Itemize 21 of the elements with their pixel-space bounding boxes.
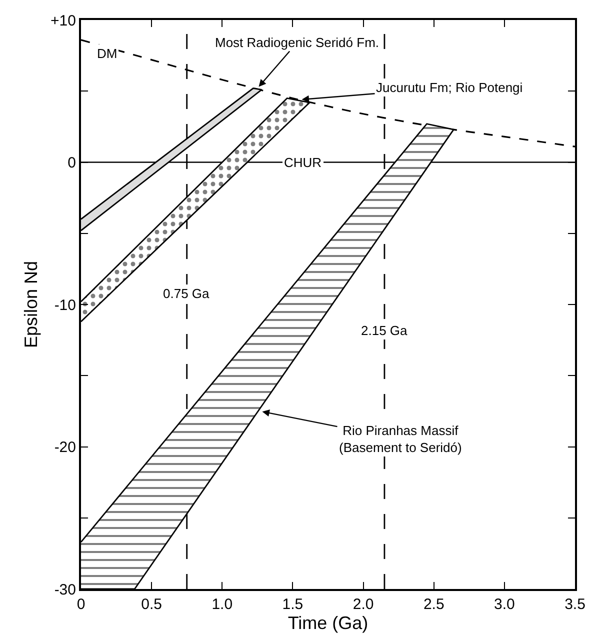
x-tick-label: 0.5 <box>141 596 162 613</box>
y-tick-label: -20 <box>54 439 76 456</box>
x-axis-title: Time (Ga) <box>288 613 368 633</box>
ref-line-label: 0.75 Ga <box>163 286 210 301</box>
annotation: Jucurutu Fm; Rio Potengi <box>376 80 523 95</box>
y-tick-label: -10 <box>54 296 76 314</box>
series-label: DM <box>97 46 118 61</box>
annotation: Rio Piranhas Massif (Basement to Seridó) <box>339 423 462 455</box>
y-tick-label: +10 <box>50 12 76 30</box>
x-tick-label: 2.5 <box>423 596 444 613</box>
y-tick-label: -30 <box>54 581 76 598</box>
y-axis-title: Epsilon Nd <box>21 260 42 348</box>
x-tick-label: 1.5 <box>282 596 304 613</box>
x-tick-label: 3.5 <box>564 596 586 613</box>
y-tick-label: 0 <box>68 154 76 172</box>
x-tick-label: 3.0 <box>494 596 515 613</box>
annotation: Most Radiogenic Seridó Fm. <box>215 35 380 50</box>
x-tick-label: 2.0 <box>352 596 374 613</box>
x-tick-label: 1.0 <box>212 596 233 613</box>
ref-line-label: CHUR <box>284 155 322 170</box>
ref-line-label: 2.15 Ga <box>361 323 408 338</box>
